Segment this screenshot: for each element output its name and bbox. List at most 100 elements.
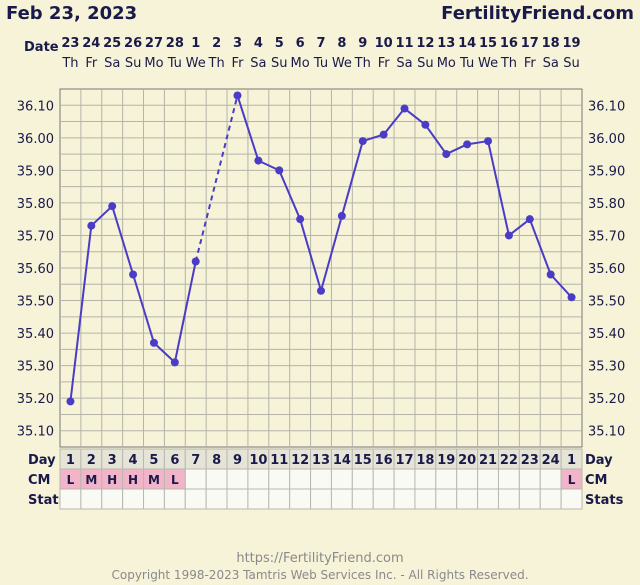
- cycle-day-label: 8: [212, 453, 221, 468]
- stats-row-cell: [310, 488, 332, 510]
- weekday-label: We: [332, 56, 352, 71]
- stats-row-cell: [477, 488, 499, 510]
- date-label: 16: [500, 36, 518, 51]
- temp-segment: [340, 140, 364, 217]
- temp-segment: [424, 124, 448, 155]
- temp-point: [358, 137, 367, 146]
- cycle-day-label: 15: [354, 453, 372, 468]
- temp-segment: [236, 95, 260, 161]
- cycle-day-label: 6: [170, 453, 179, 468]
- temp-segment: [403, 107, 427, 126]
- y-tick-label-left: 35.20: [17, 392, 54, 407]
- cm-row-cell: [414, 468, 437, 490]
- weekday-label: We: [478, 56, 498, 71]
- cycle-day-label: 10: [249, 453, 267, 468]
- date-label: 8: [337, 36, 346, 51]
- cycle-day-label: 1: [66, 453, 75, 468]
- weekday-label: Fr: [85, 56, 98, 71]
- y-tick-label-left: 35.60: [17, 262, 54, 277]
- cycle-day-label: 13: [312, 453, 330, 468]
- cm-row-cell: [435, 468, 458, 490]
- temp-point: [275, 166, 284, 175]
- stats-row-cell: [560, 488, 583, 510]
- chart-date: Feb 23, 2023: [6, 3, 138, 24]
- y-tick-label-right: 35.30: [588, 360, 625, 375]
- temp-point: [254, 156, 263, 165]
- weekday-label: Th: [354, 56, 371, 71]
- weekday-label: Mo: [437, 56, 456, 71]
- cm-row-cell: [268, 468, 291, 490]
- temp-segment: [153, 342, 176, 364]
- stats-row-cell: [456, 488, 479, 510]
- temp-segment: [320, 215, 343, 292]
- temp-segment: [69, 225, 93, 402]
- stats-row-cell: [393, 488, 416, 510]
- cycle-day-label: 17: [395, 453, 413, 468]
- date-label: 24: [82, 36, 100, 51]
- stats-row-cell: [435, 488, 458, 510]
- stats-row-cell: [101, 488, 124, 510]
- y-tick-label-right: 35.90: [588, 164, 625, 179]
- cycle-day-label: 24: [542, 453, 560, 468]
- cycle-day-label: 19: [437, 453, 455, 468]
- stats-row-cell: [59, 488, 82, 510]
- cm-row-cell: [205, 468, 228, 490]
- temp-segment: [382, 107, 406, 136]
- cm-label: L: [67, 473, 75, 487]
- cycle-day-label: 1: [567, 453, 576, 468]
- temp-point: [463, 140, 472, 149]
- footer-url: https://FertilityFriend.com: [236, 551, 404, 566]
- stats-row-cell: [372, 488, 395, 510]
- weekday-label: Th: [500, 56, 517, 71]
- stats-row-cell: [226, 488, 249, 510]
- weekday-label: Sa: [250, 56, 266, 71]
- weekday-label: Su: [125, 56, 142, 71]
- cm-row-cell: [330, 468, 353, 490]
- weekday-label: Su: [271, 56, 288, 71]
- date-row-label: Date: [24, 40, 59, 55]
- temp-point: [337, 211, 346, 220]
- cycle-day-label: 23: [521, 453, 539, 468]
- y-tick-label-left: 36.10: [17, 99, 54, 114]
- cm-row-cell: [351, 468, 374, 490]
- stats-row-cell: [80, 488, 103, 510]
- date-label: 11: [395, 36, 413, 51]
- y-tick-label-right: 36.10: [588, 99, 625, 114]
- weekday-label: Th: [208, 56, 225, 71]
- temp-point: [191, 257, 200, 266]
- weekday-label: Su: [417, 56, 434, 71]
- cycle-day-label: 2: [87, 453, 96, 468]
- cycle-day-label: 9: [233, 453, 242, 468]
- y-tick-label-right: 35.20: [588, 392, 625, 407]
- temp-segment: [90, 205, 113, 227]
- stats-row-cell: [268, 488, 291, 510]
- temp-segment: [173, 261, 197, 363]
- temp-point: [546, 270, 555, 279]
- date-label: 5: [275, 36, 284, 51]
- temp-segment: [508, 218, 531, 237]
- cm-row-cell: [477, 468, 499, 490]
- cycle-day-label: 11: [270, 453, 288, 468]
- date-label: 7: [316, 36, 325, 51]
- cycle-day-label: 7: [191, 453, 200, 468]
- date-label: 18: [542, 36, 560, 51]
- temp-point: [400, 104, 409, 113]
- y-tick-label-left: 35.90: [17, 164, 54, 179]
- stats-row-cell: [205, 488, 228, 510]
- y-tick-label-left: 35.80: [17, 197, 54, 212]
- date-label: 3: [233, 36, 242, 51]
- stats-row-cell: [122, 488, 145, 510]
- temp-point: [129, 270, 138, 279]
- cm-label: H: [128, 473, 138, 487]
- date-label: 19: [563, 36, 581, 51]
- y-tick-label-left: 35.50: [17, 295, 54, 310]
- temp-point: [504, 231, 513, 240]
- cm-row-cell: [372, 468, 395, 490]
- stats-row-label-right: Stats: [585, 493, 624, 508]
- date-label: 14: [458, 36, 476, 51]
- stats-row-cell: [351, 488, 374, 510]
- temp-segment: [528, 218, 552, 275]
- labels: 36.10 36.10 36.00 36.00 35.90 35.90 35.80 35.80…: [17, 36, 625, 440]
- weekday-label: Tu: [459, 56, 474, 71]
- temp-point: [421, 120, 430, 129]
